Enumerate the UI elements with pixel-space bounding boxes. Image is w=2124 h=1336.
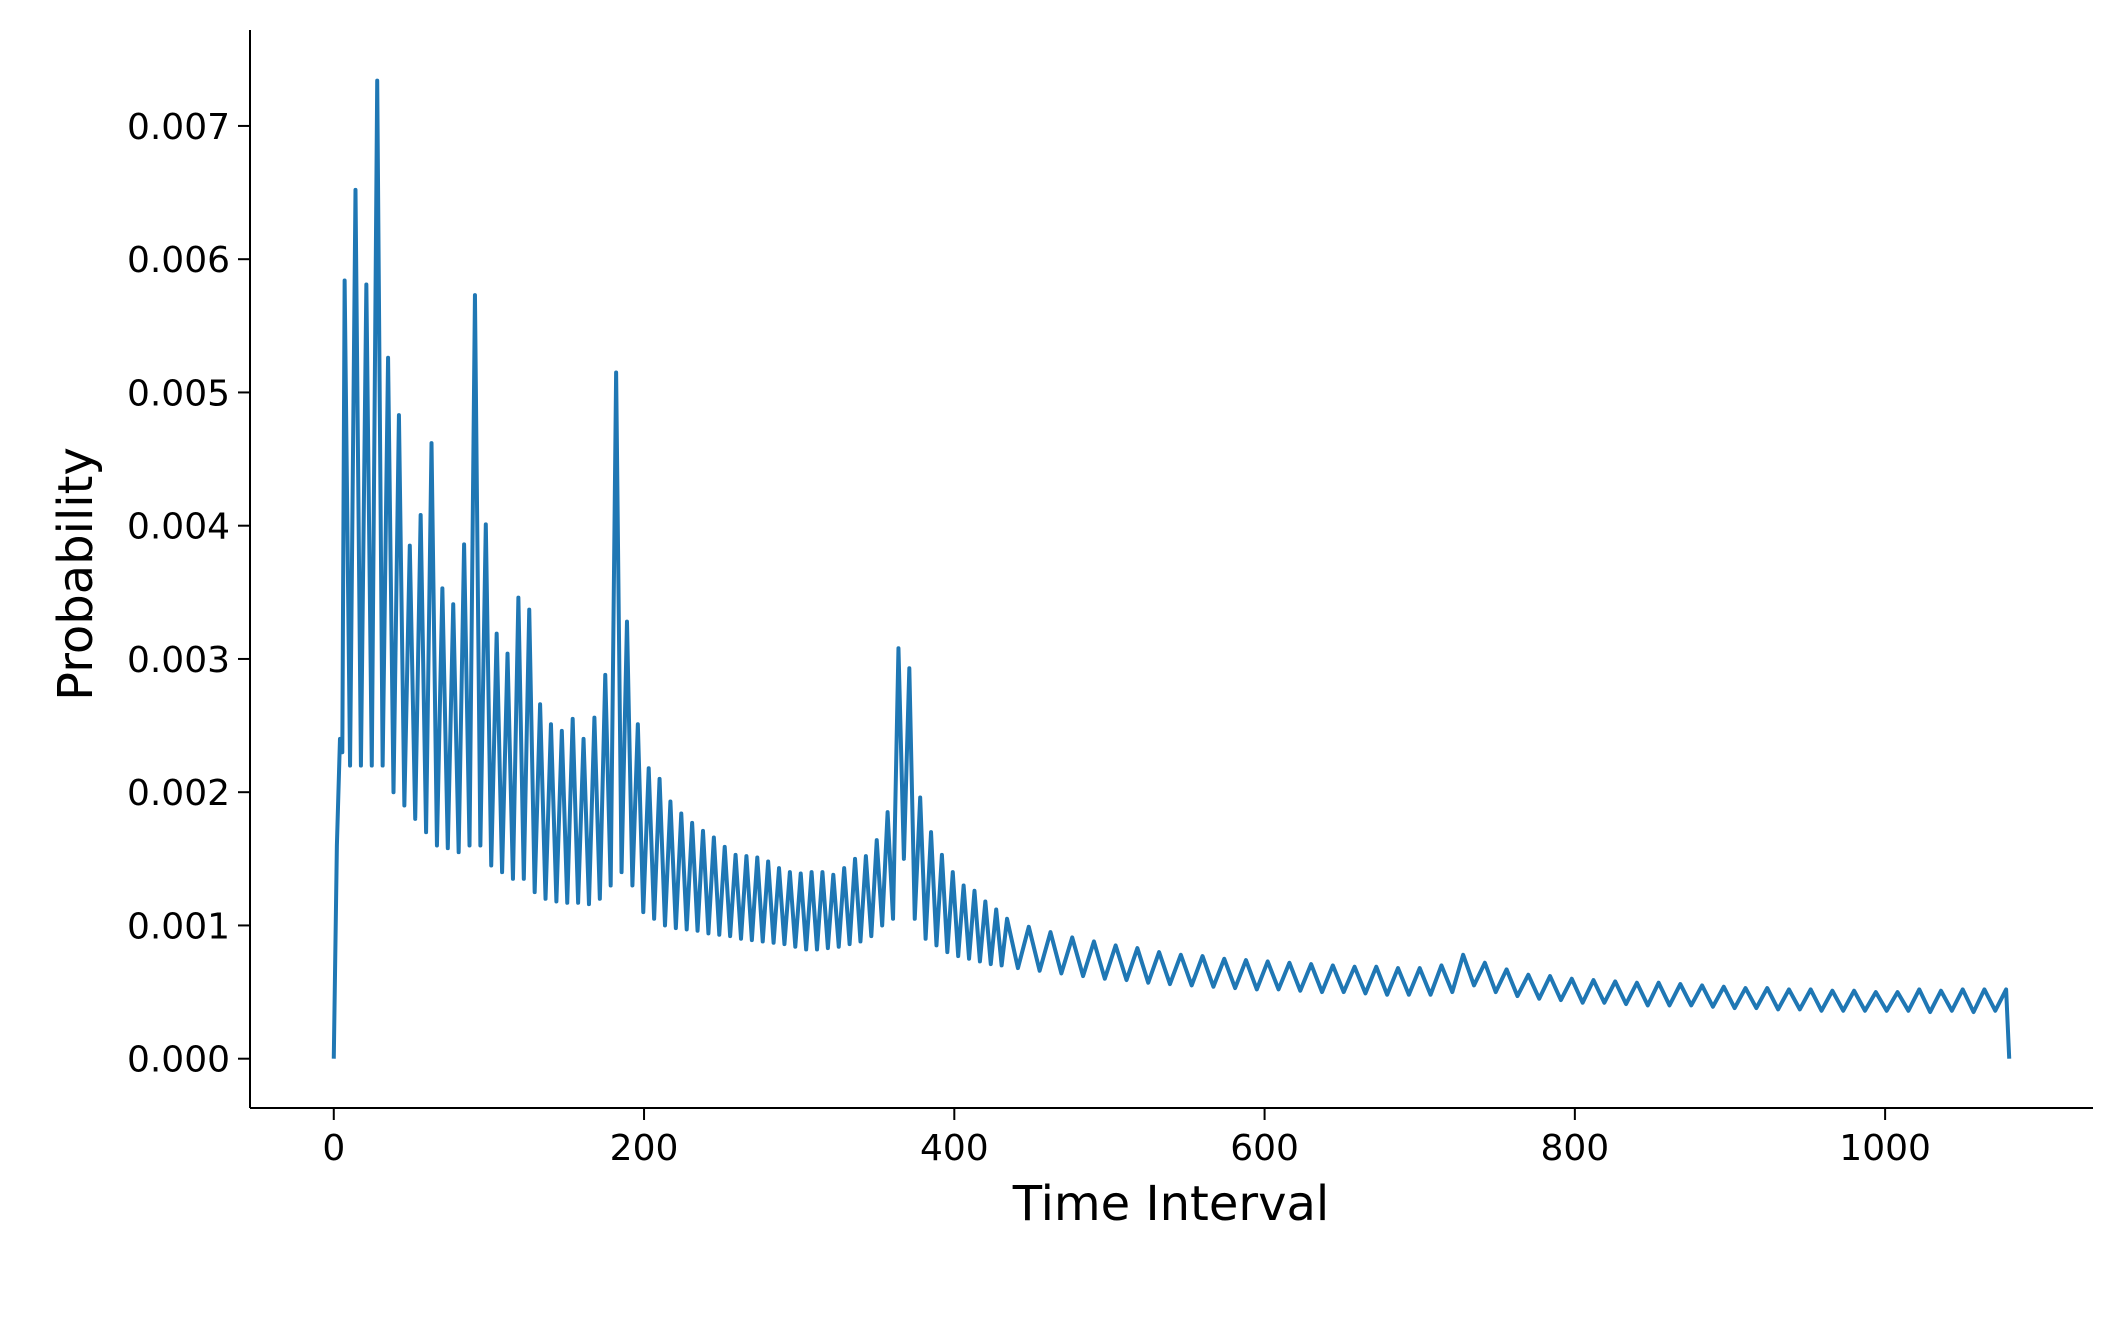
y-tick-label: 0.007 (127, 107, 230, 148)
data-line (331, 78, 2012, 1059)
x-tick-label: 800 (1540, 1128, 1609, 1169)
x-axis-label: Time Interval (1012, 1176, 1330, 1232)
x-tick-label: 200 (610, 1128, 679, 1169)
y-axis-label: Probability (48, 447, 104, 701)
y-tick-label: 0.005 (127, 373, 230, 414)
y-tick-label: 0.001 (127, 906, 230, 947)
x-tick-label: 600 (1230, 1128, 1299, 1169)
y-tick-label: 0.003 (127, 640, 230, 681)
x-tick-label: 0 (322, 1128, 345, 1169)
y-tick-label: 0.000 (127, 1040, 230, 1081)
y-tick-label: 0.004 (127, 507, 230, 548)
y-tick-label: 0.002 (127, 773, 230, 814)
x-tick-label: 400 (920, 1128, 989, 1169)
x-tick-label: 1000 (1839, 1128, 1931, 1169)
y-tick-label: 0.006 (127, 240, 230, 281)
